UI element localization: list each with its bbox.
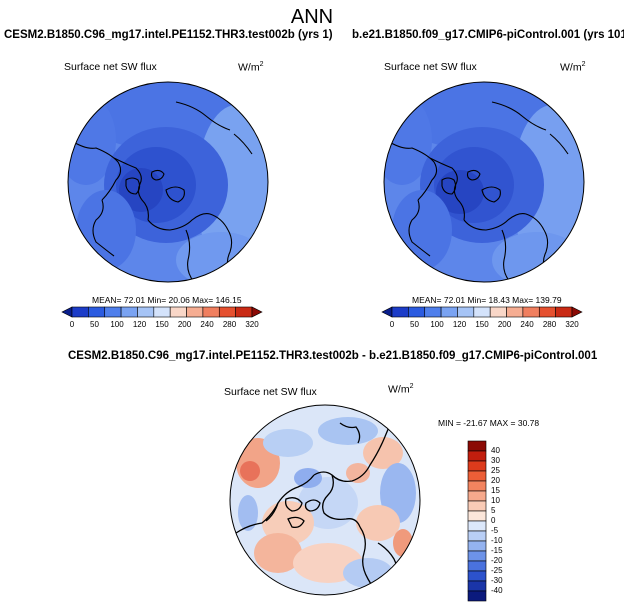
panel2-colorbar-tick-label: 100 <box>430 320 444 329</box>
panel2-stats: MEAN= 72.01 Min= 18.43 Max= 139.79 <box>412 295 562 305</box>
panel2-colorbar-tick-label: 280 <box>542 320 557 329</box>
panel2-colorbar-segment <box>424 306 442 318</box>
diff-units-label: W/m2 <box>388 383 414 396</box>
diff-colorbar-tick-label: 30 <box>491 456 500 465</box>
diff-colorbar-segment <box>467 470 487 482</box>
diff-colorbar-tick-label: 15 <box>491 486 500 495</box>
panel1-stats: MEAN= 72.01 Min= 20.06 Max= 146.15 <box>92 295 242 305</box>
panel2-colorbar-segment <box>522 306 540 318</box>
diff-variable-label: Surface net SW flux <box>224 386 317 398</box>
panel2-colorbar <box>381 306 583 318</box>
diff-colorbar-tick-label: -30 <box>491 576 503 585</box>
panel1-units-label: W/m2 <box>238 61 264 74</box>
panel2-units-label: W/m2 <box>560 61 586 74</box>
diff-colorbar-tick-label: 40 <box>491 446 500 455</box>
panel2-colorbar-segment <box>391 306 409 318</box>
panel2-map <box>383 81 585 283</box>
diff-colorbar-tick-label: 20 <box>491 476 500 485</box>
panel1-colorbar-segment <box>202 306 220 318</box>
panel1-colorbar-segment <box>251 306 263 318</box>
panel2-colorbar-segment <box>538 306 556 318</box>
panel1-colorbar-tick-label: 150 <box>155 320 169 329</box>
panel1-colorbar-segment <box>61 306 73 318</box>
panel1-colorbar-segment <box>153 306 171 318</box>
diff-colorbar-ticks: 40 30 25 20 15 10 5 0 -5 -10 -15 -20 -25 -30 -40 <box>491 440 521 602</box>
panel1-colorbar-segment <box>137 306 155 318</box>
panel2-colorbar-segment <box>489 306 507 318</box>
panel2-colorbar-segment <box>571 306 583 318</box>
panel1-colorbar-tick-label: 320 <box>245 320 259 329</box>
panel1-case-title: CESM2.B1850.C96_mg17.intel.PE1152.THR3.t… <box>4 29 333 41</box>
panel2-colorbar-tick-label: 240 <box>520 320 534 329</box>
panel1-colorbar-segment <box>235 306 253 318</box>
diff-colorbar-segment <box>467 480 487 492</box>
panel1-colorbar-segment <box>88 306 106 318</box>
panel2-colorbar-segment <box>381 306 393 318</box>
panel2-colorbar-tick-label: 320 <box>565 320 579 329</box>
diff-colorbar-tick-label: -10 <box>491 536 503 545</box>
panel1-colorbar-tick-label: 280 <box>222 320 237 329</box>
panel1-colorbar-tick-label: 0 <box>69 320 75 329</box>
panel1-colorbar-segment <box>71 306 89 318</box>
diff-colorbar <box>467 440 487 602</box>
diff-colorbar-tick-label: -5 <box>491 526 499 535</box>
figure-title: ANN <box>290 6 334 28</box>
diff-colorbar-segment <box>467 500 487 512</box>
panel1-colorbar-ticks: 0 50 100 120 150 200 240 280 320 <box>62 320 262 332</box>
panel2-colorbar-segment <box>506 306 524 318</box>
panel1-colorbar-tick-label: 100 <box>110 320 124 329</box>
diff-map <box>229 404 421 596</box>
panel1-colorbar-tick-label: 50 <box>90 320 99 329</box>
panel2-colorbar-segment <box>473 306 491 318</box>
diff-colorbar-segment <box>467 590 487 602</box>
panel2-colorbar-tick-label: 0 <box>389 320 395 329</box>
panel1-variable-label: Surface net SW flux <box>64 61 157 73</box>
panel1-colorbar-segment <box>186 306 204 318</box>
panel1-colorbar <box>61 306 263 318</box>
panel2-colorbar-tick-label: 120 <box>452 320 467 329</box>
diff-colorbar-segment <box>467 490 487 502</box>
panel2-colorbar-tick-label: 50 <box>410 320 419 329</box>
diff-colorbar-segment <box>467 530 487 542</box>
diff-colorbar-tick-label: -20 <box>491 556 503 565</box>
panel1-colorbar-segment <box>120 306 138 318</box>
diff-colorbar-tick-label: 5 <box>491 506 496 515</box>
diff-colorbar-segment <box>467 510 487 522</box>
diff-colorbar-tick-label: 0 <box>491 516 496 525</box>
diff-colorbar-tick-label: -40 <box>491 586 503 595</box>
panel2-variable-label: Surface net SW flux <box>384 61 477 73</box>
diff-colorbar-segment <box>467 580 487 592</box>
panel1-map <box>67 81 269 283</box>
diff-colorbar-segment <box>467 460 487 472</box>
panel1-colorbar-tick-label: 240 <box>200 320 214 329</box>
panel1-colorbar-segment <box>169 306 187 318</box>
diff-colorbar-segment <box>467 540 487 552</box>
diff-colorbar-tick-label: -15 <box>491 546 503 555</box>
panel2-colorbar-segment <box>457 306 475 318</box>
panel2-colorbar-segment <box>555 306 573 318</box>
panel2-colorbar-tick-label: 150 <box>475 320 489 329</box>
panel2-colorbar-ticks: 0 50 100 120 150 200 240 280 320 <box>382 320 582 332</box>
diff-colorbar-tick-label: 25 <box>491 466 500 475</box>
diff-colorbar-segment <box>467 440 487 452</box>
panel2-case-title: b.e21.B1850.f09_g17.CMIP6-piControl.001 … <box>352 29 624 41</box>
panel1-colorbar-segment <box>218 306 236 318</box>
panel1-colorbar-tick-label: 120 <box>132 320 147 329</box>
diff-colorbar-tick-label: 10 <box>491 496 500 505</box>
panel1-colorbar-segment <box>104 306 122 318</box>
panel1-colorbar-tick-label: 200 <box>177 320 192 329</box>
diff-colorbar-segment <box>467 520 487 532</box>
diff-colorbar-tick-label: -25 <box>491 566 503 575</box>
diff-stats: MIN = -21.67 MAX = 30.78 <box>438 418 540 428</box>
diff-colorbar-segment <box>467 570 487 582</box>
diff-colorbar-segment <box>467 560 487 572</box>
panel2-colorbar-segment <box>440 306 458 318</box>
diff-case-title: CESM2.B1850.C96_mg17.intel.PE1152.THR3.t… <box>68 350 598 362</box>
panel2-colorbar-tick-label: 200 <box>497 320 512 329</box>
diff-colorbar-segment <box>467 450 487 462</box>
diff-colorbar-segment <box>467 550 487 562</box>
panel2-colorbar-segment <box>408 306 426 318</box>
